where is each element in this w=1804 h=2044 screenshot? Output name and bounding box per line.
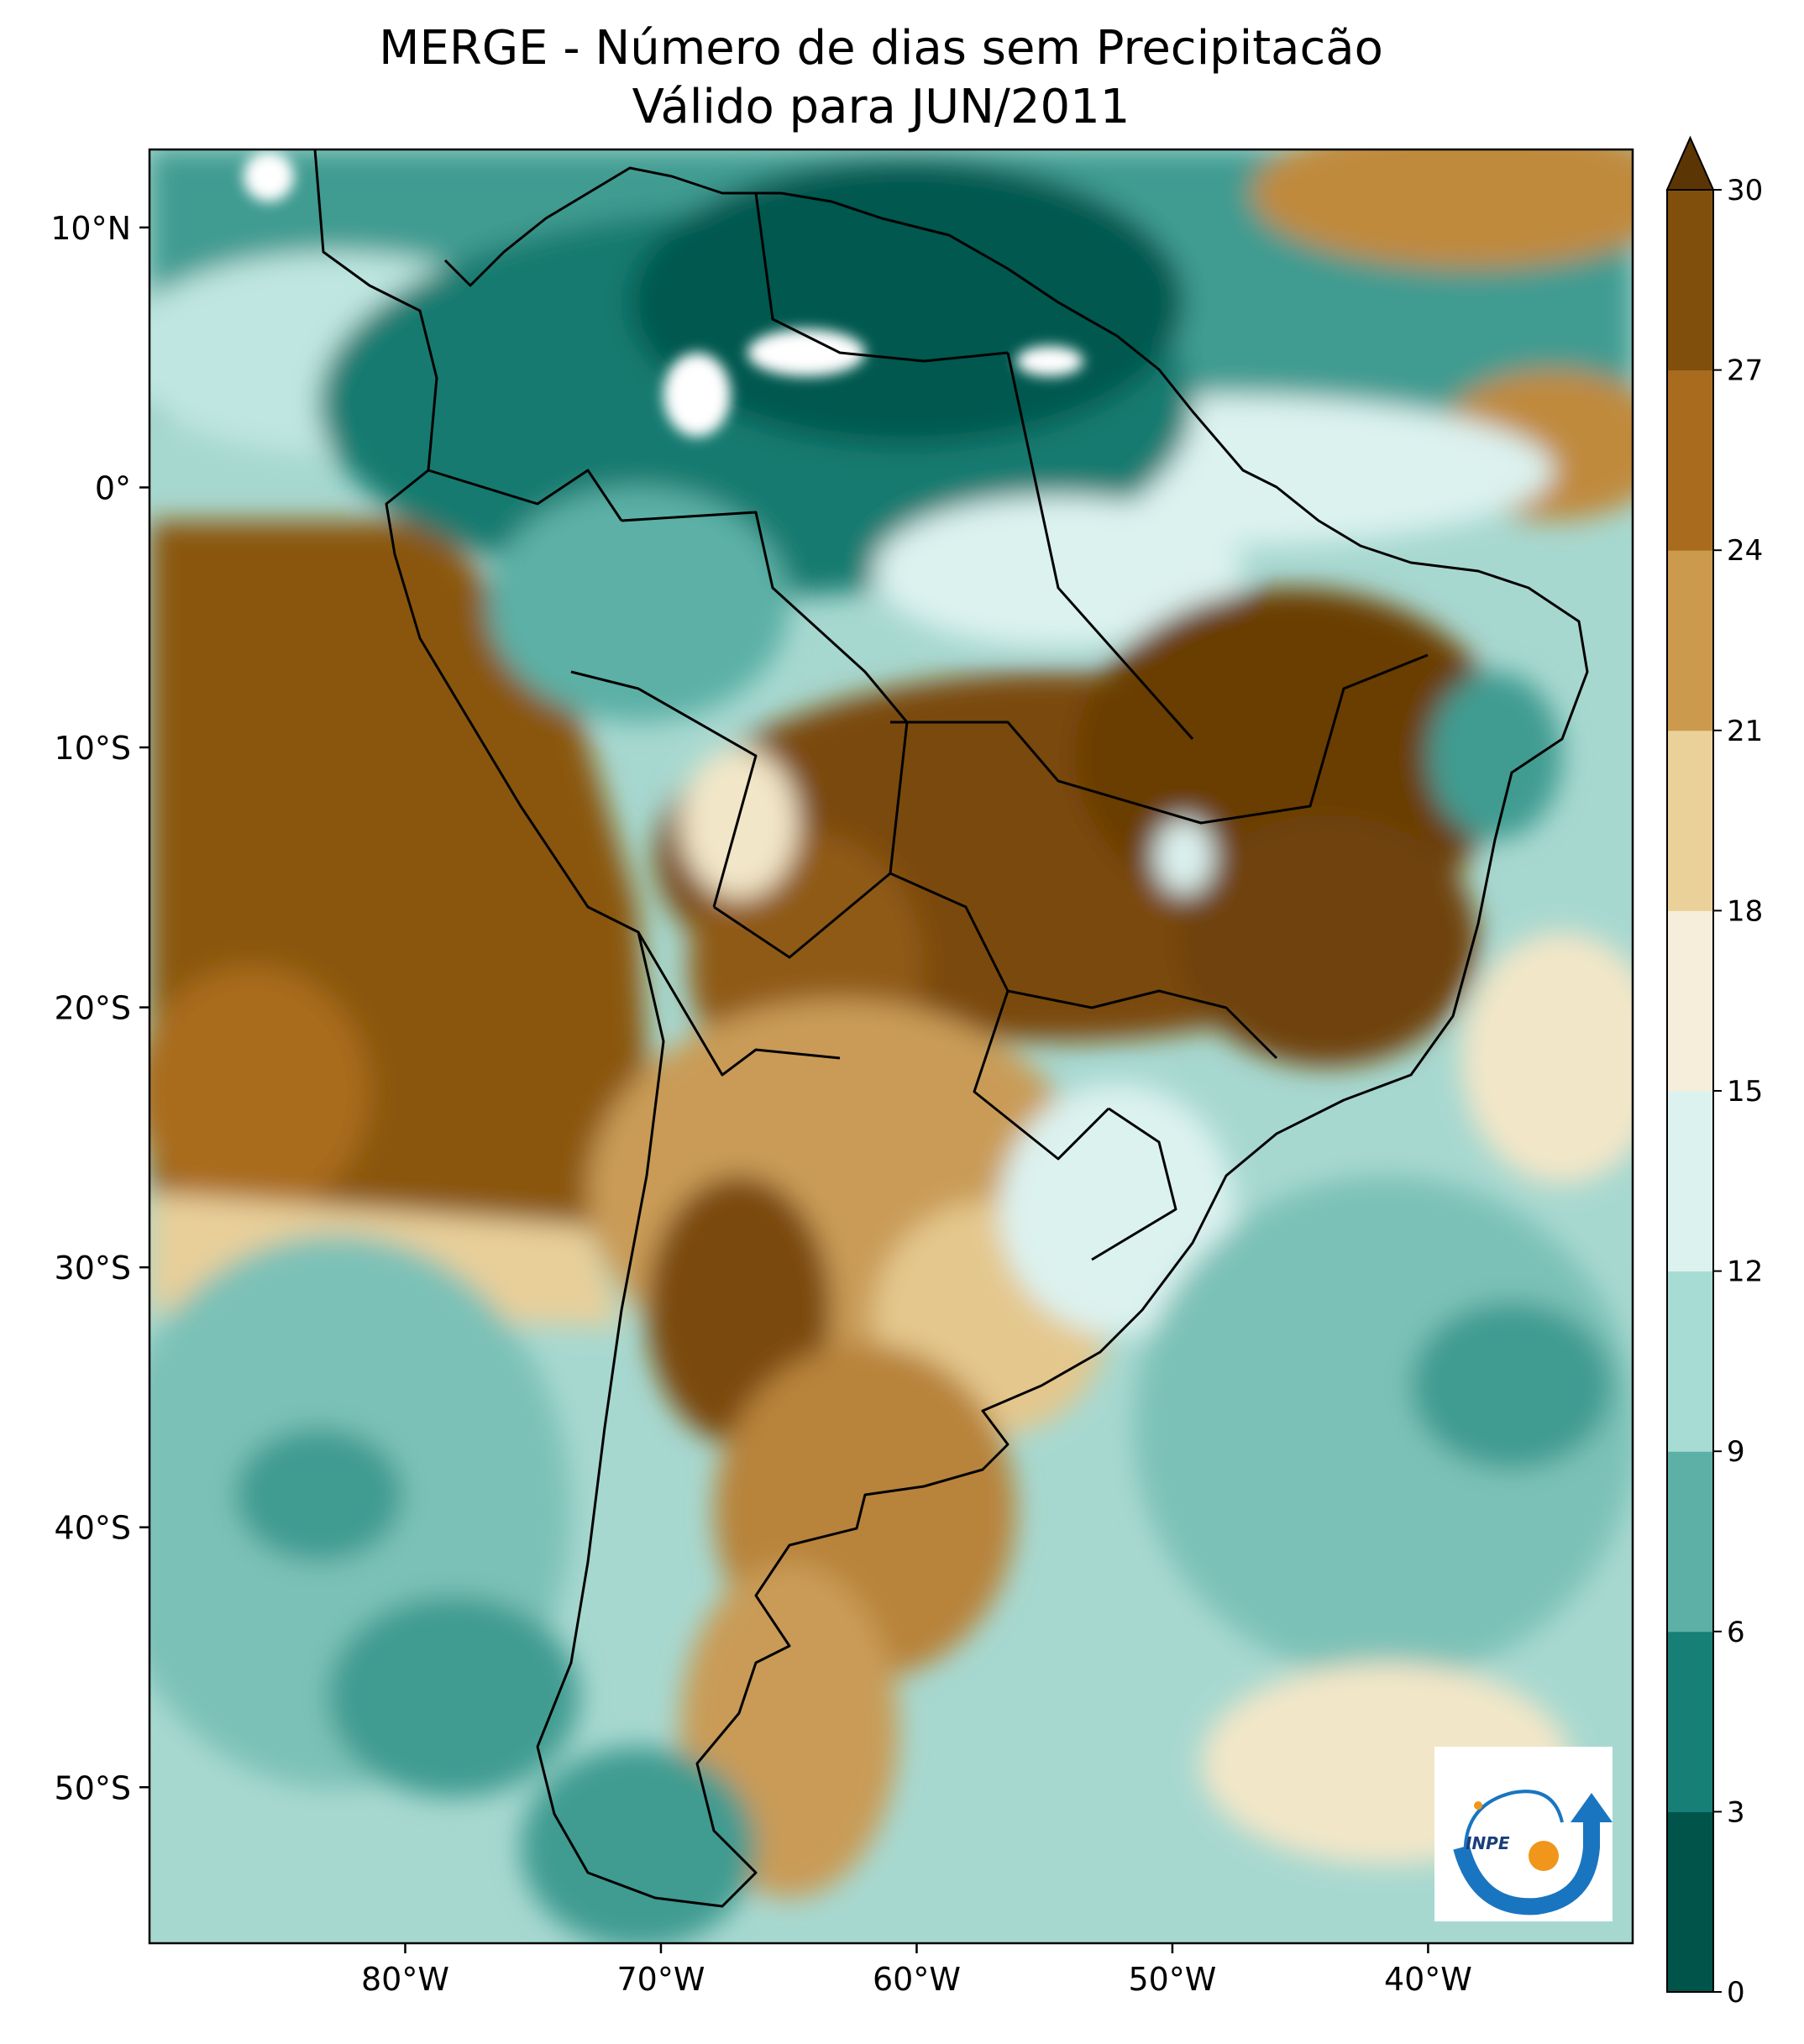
- map-area: [149, 149, 1633, 1943]
- lat-tick-label: 10°N: [50, 210, 131, 247]
- lat-tick-label: 20°S: [55, 990, 131, 1027]
- colorbar-tick-label: 9: [1727, 1435, 1745, 1469]
- lat-tick-label: 10°S: [55, 730, 131, 767]
- inpe-logo-icon: [1453, 1790, 1613, 1916]
- colorbar-segment: [1667, 730, 1713, 911]
- lon-tick-label: 70°W: [616, 1961, 705, 1998]
- colorbar-segment: [1667, 1271, 1713, 1452]
- colorbar-tick-label: 18: [1727, 894, 1763, 928]
- colorbar-segment: [1667, 190, 1713, 371]
- map-frame: [148, 148, 1634, 1945]
- colorbar-segment: [1667, 910, 1713, 1092]
- colorbar-tick-label: 21: [1727, 715, 1763, 748]
- colorbar-tick-label: 30: [1727, 174, 1763, 207]
- colorbar-segment: [1667, 1811, 1713, 1993]
- latitude-axis: 10°N 0° 10°S 20°S 30°S 40°S 50°S: [50, 210, 149, 1806]
- colorbar-segment: [1667, 1451, 1713, 1633]
- longitude-axis: 80°W 70°W 60°W 50°W 40°W: [361, 1943, 1472, 1998]
- lon-tick-label: 60°W: [873, 1961, 961, 1998]
- colorbar-tick-label: 12: [1727, 1255, 1763, 1289]
- lon-tick-label: 40°W: [1384, 1961, 1472, 1998]
- colorbar-tick-label: 3: [1727, 1795, 1745, 1829]
- map-title-line1: MERGE - Número de dias sem Precipitacão: [379, 21, 1383, 76]
- lat-tick-label: 40°S: [55, 1510, 131, 1547]
- colorbar-extend-max: [1665, 135, 1715, 191]
- coastlines-and-borders: [313, 149, 1589, 1908]
- inpe-logo: INPE: [1434, 1747, 1613, 1921]
- colorbar-tick-label: 24: [1727, 534, 1763, 568]
- colorbar-segment: [1667, 369, 1713, 551]
- no-data-patches: [244, 151, 1083, 437]
- colorbar: 0 3 6 9 12 15 18 21 24 27 30: [1665, 135, 1763, 2010]
- lat-tick-label: 0°: [95, 469, 131, 506]
- colorbar-tick-label: 27: [1727, 354, 1763, 388]
- lon-tick-label: 50°W: [1128, 1961, 1216, 1998]
- lat-tick-label: 50°S: [55, 1769, 131, 1806]
- colorbar-tick-label: 15: [1727, 1075, 1763, 1108]
- colorbar-tick-label: 6: [1727, 1616, 1745, 1649]
- colorbar-segment: [1667, 550, 1713, 731]
- colorbar-tick-label: 0: [1727, 1976, 1745, 2010]
- colorbar-segment: [1667, 1631, 1713, 1812]
- colorbar-segment: [1667, 1091, 1713, 1272]
- lon-tick-label: 80°W: [361, 1961, 449, 1998]
- inpe-logo-text: INPE: [1466, 1833, 1510, 1853]
- map-title-line2: Válido para JUN/2011: [632, 80, 1130, 134]
- lat-tick-label: 30°S: [55, 1250, 131, 1287]
